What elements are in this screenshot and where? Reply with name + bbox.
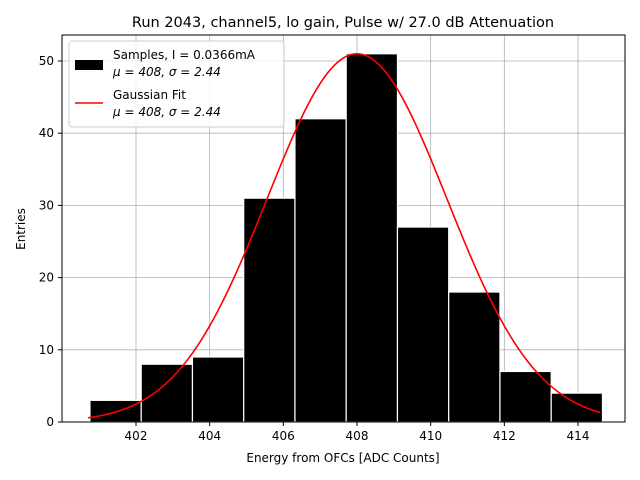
x-tick-label: 402	[125, 429, 148, 443]
y-tick-label: 50	[39, 54, 54, 68]
x-axis-label: Energy from OFCs [ADC Counts]	[246, 451, 439, 465]
histogram-bar	[550, 392, 604, 423]
histogram-bar	[191, 356, 245, 423]
y-tick-label: 20	[39, 271, 54, 285]
y-axis-ticks: 0 10 20 30 40 50	[39, 54, 62, 429]
histogram-bars	[89, 53, 604, 423]
legend-fit-label: Gaussian Fit	[113, 88, 186, 102]
x-tick-label: 412	[493, 429, 516, 443]
legend-samples-label: Samples, I = 0.0366mA	[113, 48, 256, 62]
x-tick-label: 406	[272, 429, 295, 443]
legend-fit-stat: μ = 408, σ = 2.44	[112, 105, 221, 119]
legend-box	[68, 40, 285, 128]
y-axis-label: Entries	[14, 208, 28, 250]
histogram-bar	[140, 363, 194, 423]
y-tick-label: 0	[46, 415, 54, 429]
y-tick-label: 40	[39, 126, 54, 140]
histogram-bar	[396, 226, 450, 423]
x-tick-label: 404	[198, 429, 221, 443]
y-tick-label: 30	[39, 198, 54, 212]
legend-samples-swatch	[75, 60, 103, 70]
legend: Samples, I = 0.0366mA μ = 408, σ = 2.44 …	[68, 40, 285, 128]
histogram-bar	[89, 399, 142, 423]
chart-title: Run 2043, channel5, lo gain, Pulse w/ 27…	[132, 15, 554, 31]
x-tick-label: 408	[346, 429, 369, 443]
gaussian-fit-line	[88, 52, 601, 419]
plot-frame	[61, 34, 626, 423]
x-tick-label: 414	[567, 429, 590, 443]
histogram-bar	[243, 197, 296, 423]
legend-samples-stat: μ = 408, σ = 2.44	[112, 65, 221, 79]
y-tick-label: 10	[39, 343, 54, 357]
histogram-bar	[345, 53, 399, 423]
x-tick-label: 410	[419, 429, 442, 443]
x-axis-ticks: 402 404 406 408 410 412 414	[125, 422, 590, 443]
histogram-bar	[448, 291, 501, 423]
histogram-bar	[294, 118, 347, 423]
